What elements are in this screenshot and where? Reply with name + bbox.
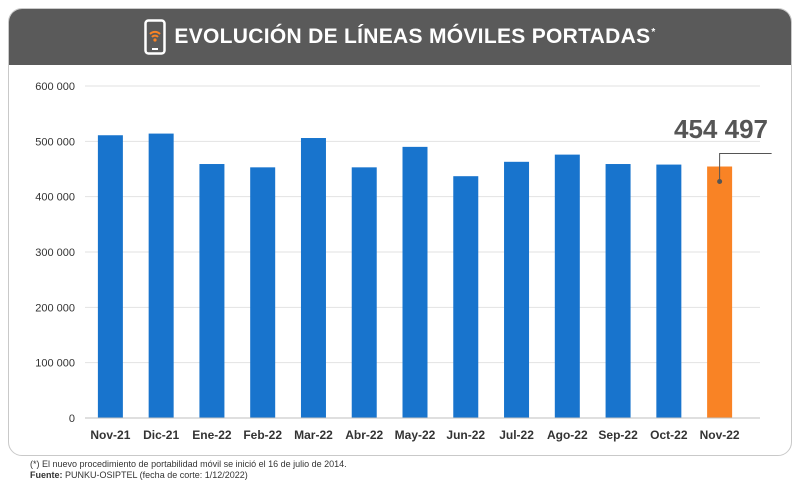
- bar-may-22: [402, 146, 428, 418]
- mobile-phone-wifi-icon: [144, 19, 167, 55]
- x-tick-label: Jul-22: [499, 428, 534, 442]
- bar-abr-22: [351, 167, 377, 418]
- bar-mar-22: [300, 138, 326, 418]
- x-tick-label: Sep-22: [598, 428, 638, 442]
- y-tick-label: 100 000: [35, 358, 75, 370]
- highlight-annotation: 454 497: [674, 114, 772, 185]
- y-tick-label: 600 000: [35, 81, 75, 93]
- chart-title: EVOLUCIÓN DE LÍNEAS MÓVILES PORTADAS*: [174, 25, 656, 48]
- x-tick-label: Nov-21: [90, 428, 130, 442]
- x-tick-label: Ago-22: [547, 428, 588, 442]
- footnote: (*) El nuevo procedimiento de portabilid…: [30, 459, 347, 481]
- bar-oct-22: [656, 164, 682, 418]
- bar-jul-22: [504, 161, 530, 418]
- bar-dic-21: [148, 133, 174, 418]
- bar-ago-22: [554, 154, 580, 418]
- bar-nov-22: [707, 166, 733, 418]
- x-tick-label: Feb-22: [243, 428, 282, 442]
- x-tick-label: Abr-22: [345, 428, 383, 442]
- y-tick-label: 400 000: [35, 192, 75, 204]
- y-tick-label: 300 000: [35, 247, 75, 259]
- chart-header: EVOLUCIÓN DE LÍNEAS MÓVILES PORTADAS*: [9, 9, 791, 65]
- bar-jun-22: [453, 176, 479, 418]
- x-tick-label: Nov-22: [700, 428, 740, 442]
- x-tick-label: May-22: [395, 428, 436, 442]
- bar-ene-22: [199, 164, 225, 418]
- footnote-note: (*) El nuevo procedimiento de portabilid…: [30, 459, 347, 469]
- bar-sep-22: [605, 164, 631, 418]
- y-tick-label: 0: [69, 413, 75, 425]
- highlight-value-label: 454 497: [674, 114, 768, 144]
- y-axis-ticks: 0 100 000 200 000 300 000 400 000 500 000 600 …: [35, 81, 75, 425]
- source-text: PUNKU-OSIPTEL (fecha de corte: 1/12/2022…: [62, 470, 248, 480]
- x-tick-label: Jun-22: [446, 428, 485, 442]
- x-tick-label: Ene-22: [192, 428, 232, 442]
- x-axis-ticks: Nov-21 Dic-21 Ene-22 Feb-22 Mar-22 Abr-22 May-…: [90, 428, 740, 442]
- x-tick-label: Mar-22: [294, 428, 333, 442]
- y-tick-label: 200 000: [35, 302, 75, 314]
- x-tick-label: Oct-22: [650, 428, 688, 442]
- bar-nov-21: [97, 135, 123, 418]
- bar-feb-22: [250, 167, 276, 418]
- source-label: Fuente:: [30, 470, 63, 480]
- annotation-leader: [719, 153, 772, 182]
- x-tick-label: Dic-21: [143, 428, 179, 442]
- footnote-source: Fuente: PUNKU-OSIPTEL (fecha de corte: 1…: [30, 470, 347, 481]
- bars: [97, 133, 733, 418]
- y-tick-label: 500 000: [35, 136, 75, 148]
